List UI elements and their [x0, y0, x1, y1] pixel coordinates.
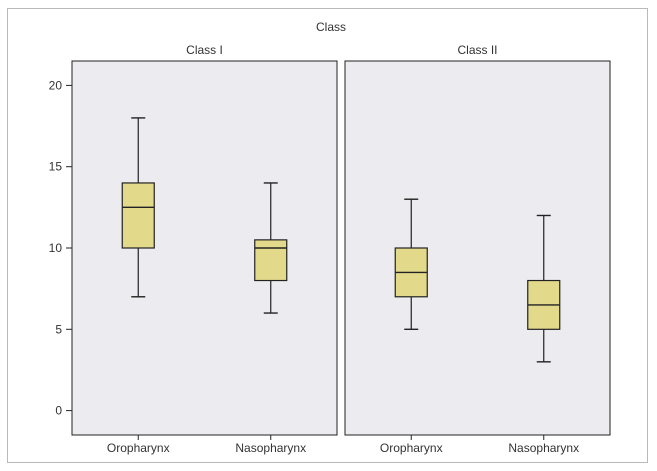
iqr-box — [254, 239, 288, 282]
y-tick-label: 0 — [55, 404, 62, 418]
x-tick-label: Oropharynx — [107, 441, 170, 455]
iqr-box — [121, 182, 155, 249]
box-oropharynx — [121, 117, 155, 298]
y-tick-label: 15 — [49, 160, 63, 174]
x-tick-label: Oropharynx — [380, 441, 443, 455]
x-tick-label: Nasopharynx — [508, 441, 579, 455]
panel-background — [71, 60, 338, 436]
y-axis: 0 5 10 15 20 — [49, 61, 73, 435]
chart-title: Class — [316, 20, 346, 34]
box-oropharynx — [394, 198, 428, 331]
panel-background — [344, 60, 611, 436]
y-tick-label: 20 — [49, 78, 63, 92]
facet-label: Class II — [457, 43, 497, 57]
facet-panel: Class I Oropharynx Nasopharynx — [71, 43, 338, 455]
x-tick-label: Nasopharynx — [235, 441, 306, 455]
facet-panel: Class II Oropharynx Nasopharynx — [344, 43, 611, 455]
y-tick-label: 10 — [49, 241, 63, 255]
box-nasopharynx — [527, 214, 561, 363]
y-tick-label: 5 — [55, 322, 62, 336]
facet-label: Class I — [186, 43, 223, 57]
facet-panels: Class I Oropharynx Nasopharynx Class II Orop… — [71, 43, 611, 455]
box-nasopharynx — [254, 182, 288, 314]
